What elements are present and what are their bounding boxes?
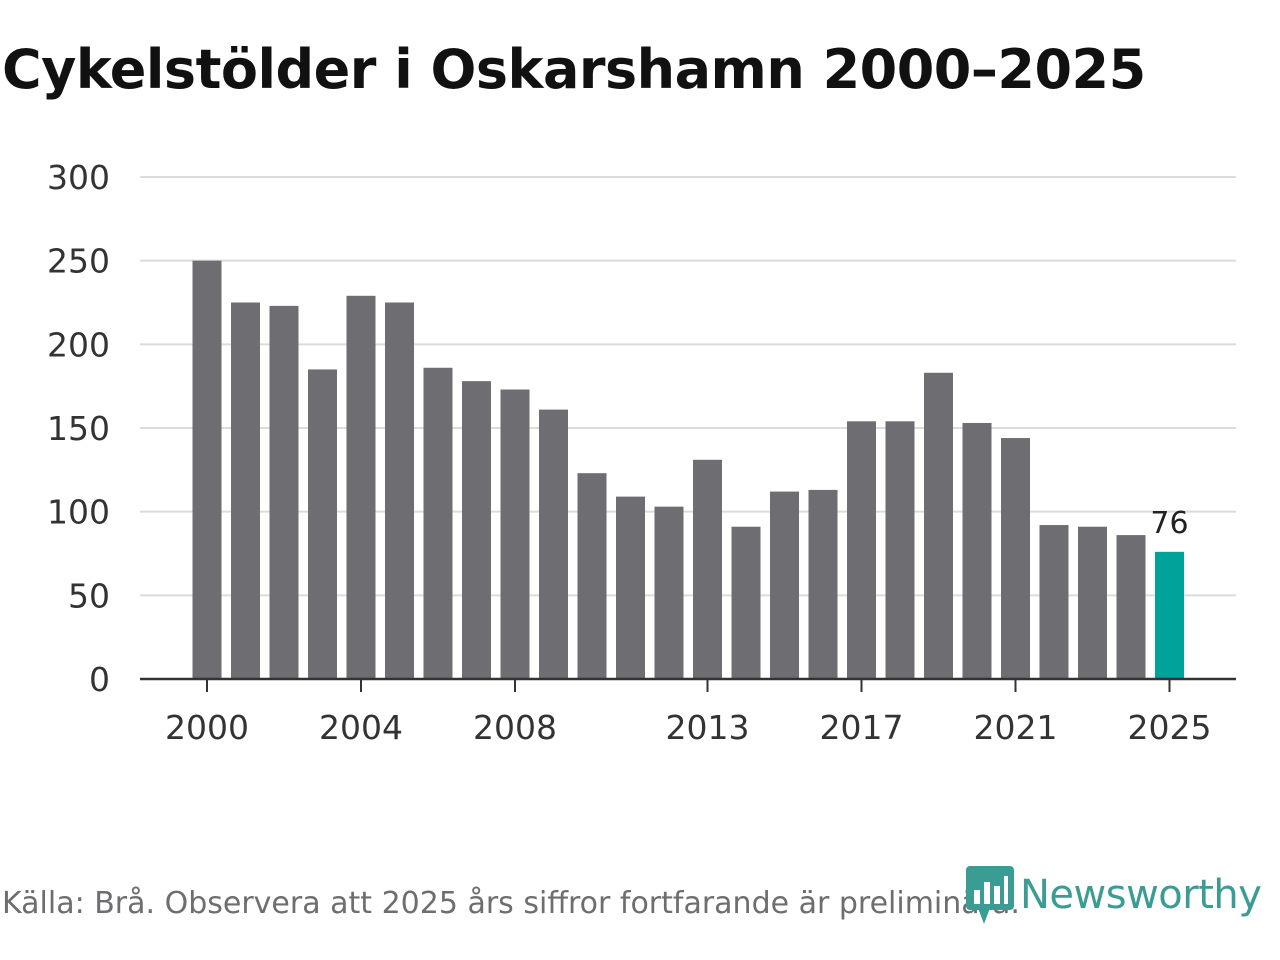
bar-2008: [500, 389, 530, 679]
y-tick-label: 50: [68, 576, 110, 615]
y-tick-label: 300: [47, 158, 110, 197]
y-tick-label: 150: [47, 409, 110, 448]
x-tick-label: 2021: [974, 708, 1058, 747]
logo-text: Newsworthy: [1020, 872, 1262, 918]
x-tick-label: 2025: [1128, 708, 1212, 747]
x-tick-label: 2008: [473, 708, 557, 747]
x-tick-label: 2004: [319, 708, 403, 747]
y-tick-label: 200: [47, 325, 110, 364]
y-axis-ticks: 0 50 100 150 200 250 300: [47, 158, 110, 699]
bar-2012: [654, 506, 684, 679]
bar-2011: [616, 496, 645, 679]
bar-2020: [962, 422, 992, 679]
chart-title: Cykelstölder i Oskarshamn 2000–2025: [2, 38, 1146, 101]
x-tick-label: 2013: [666, 708, 750, 747]
bar-2006: [423, 367, 453, 679]
bar-2014: [731, 526, 761, 679]
gridlines: [140, 176, 1236, 597]
bar-2013: [693, 459, 722, 679]
y-tick-label: 0: [89, 660, 110, 699]
bar-2010: [577, 473, 607, 679]
data-labels: 76: [1150, 506, 1188, 541]
bar-2018: [885, 421, 915, 679]
newsworthy-logo: Newsworthy: [964, 864, 1262, 926]
bars: [192, 260, 1184, 679]
bar-2005: [385, 302, 414, 679]
bar-2003: [308, 369, 337, 679]
data-label-2025: 76: [1150, 506, 1188, 541]
bar-2016: [808, 489, 838, 679]
bar-2024: [1116, 535, 1146, 679]
bar-2022: [1039, 525, 1069, 679]
x-tick-label: 2017: [820, 708, 904, 747]
bar-2021: [1001, 438, 1030, 679]
bar-2009: [539, 409, 568, 679]
bar-2015: [770, 491, 799, 679]
bar-2001: [231, 302, 260, 679]
bar-2007: [462, 381, 491, 679]
y-tick-label: 250: [47, 242, 110, 281]
bar-2002: [269, 305, 299, 679]
bar-2000: [192, 260, 222, 679]
bar-2017: [847, 421, 876, 679]
source-note: Källa: Brå. Observera att 2025 års siffr…: [2, 886, 1020, 921]
x-tick-label: 2000: [165, 708, 249, 747]
bar-2019: [924, 372, 953, 679]
y-tick-label: 100: [47, 493, 110, 532]
newsworthy-chart-icon: [966, 866, 1014, 924]
bar-2004: [346, 295, 376, 679]
x-axis-ticks: 2000 2004 2008 2013 2017 2021 2025: [165, 679, 1211, 747]
bar-2023: [1078, 526, 1107, 679]
bar-2025: [1155, 551, 1184, 679]
